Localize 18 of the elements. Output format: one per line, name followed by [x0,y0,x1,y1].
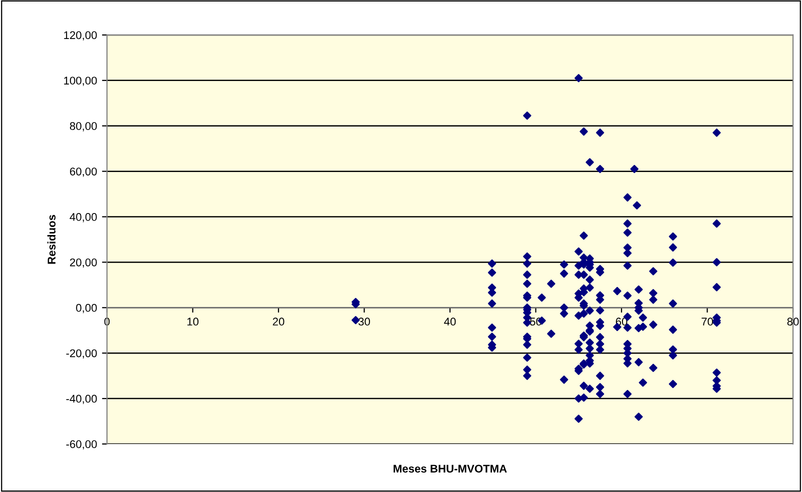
x-tick-label: 70 [702,318,714,326]
y-tick-label: 120,00 [64,31,97,40]
y-tick-label: 80,00 [70,122,97,132]
y-tick-label: -60,00 [66,440,97,450]
y-tick-label: -40,00 [66,394,97,404]
x-tick-label: 10 [187,318,198,326]
y-tick-label: 20,00 [70,258,97,268]
y-tick-label: 100,00 [64,76,97,86]
y-tick-label: 0,00 [76,304,97,314]
x-axis-title: Meses BHU-MVOTMA [394,464,507,473]
y-axis-title: Residuos [47,214,56,264]
y-tick-label: 40,00 [70,213,97,222]
x-tick-label: 80 [787,318,799,326]
x-tick-label: 30 [358,318,370,326]
y-tick-label: -20,00 [66,349,97,359]
x-tick-label: 40 [444,318,456,326]
x-tick-label: 20 [272,318,284,326]
y-tick-label: 60,00 [70,168,97,177]
